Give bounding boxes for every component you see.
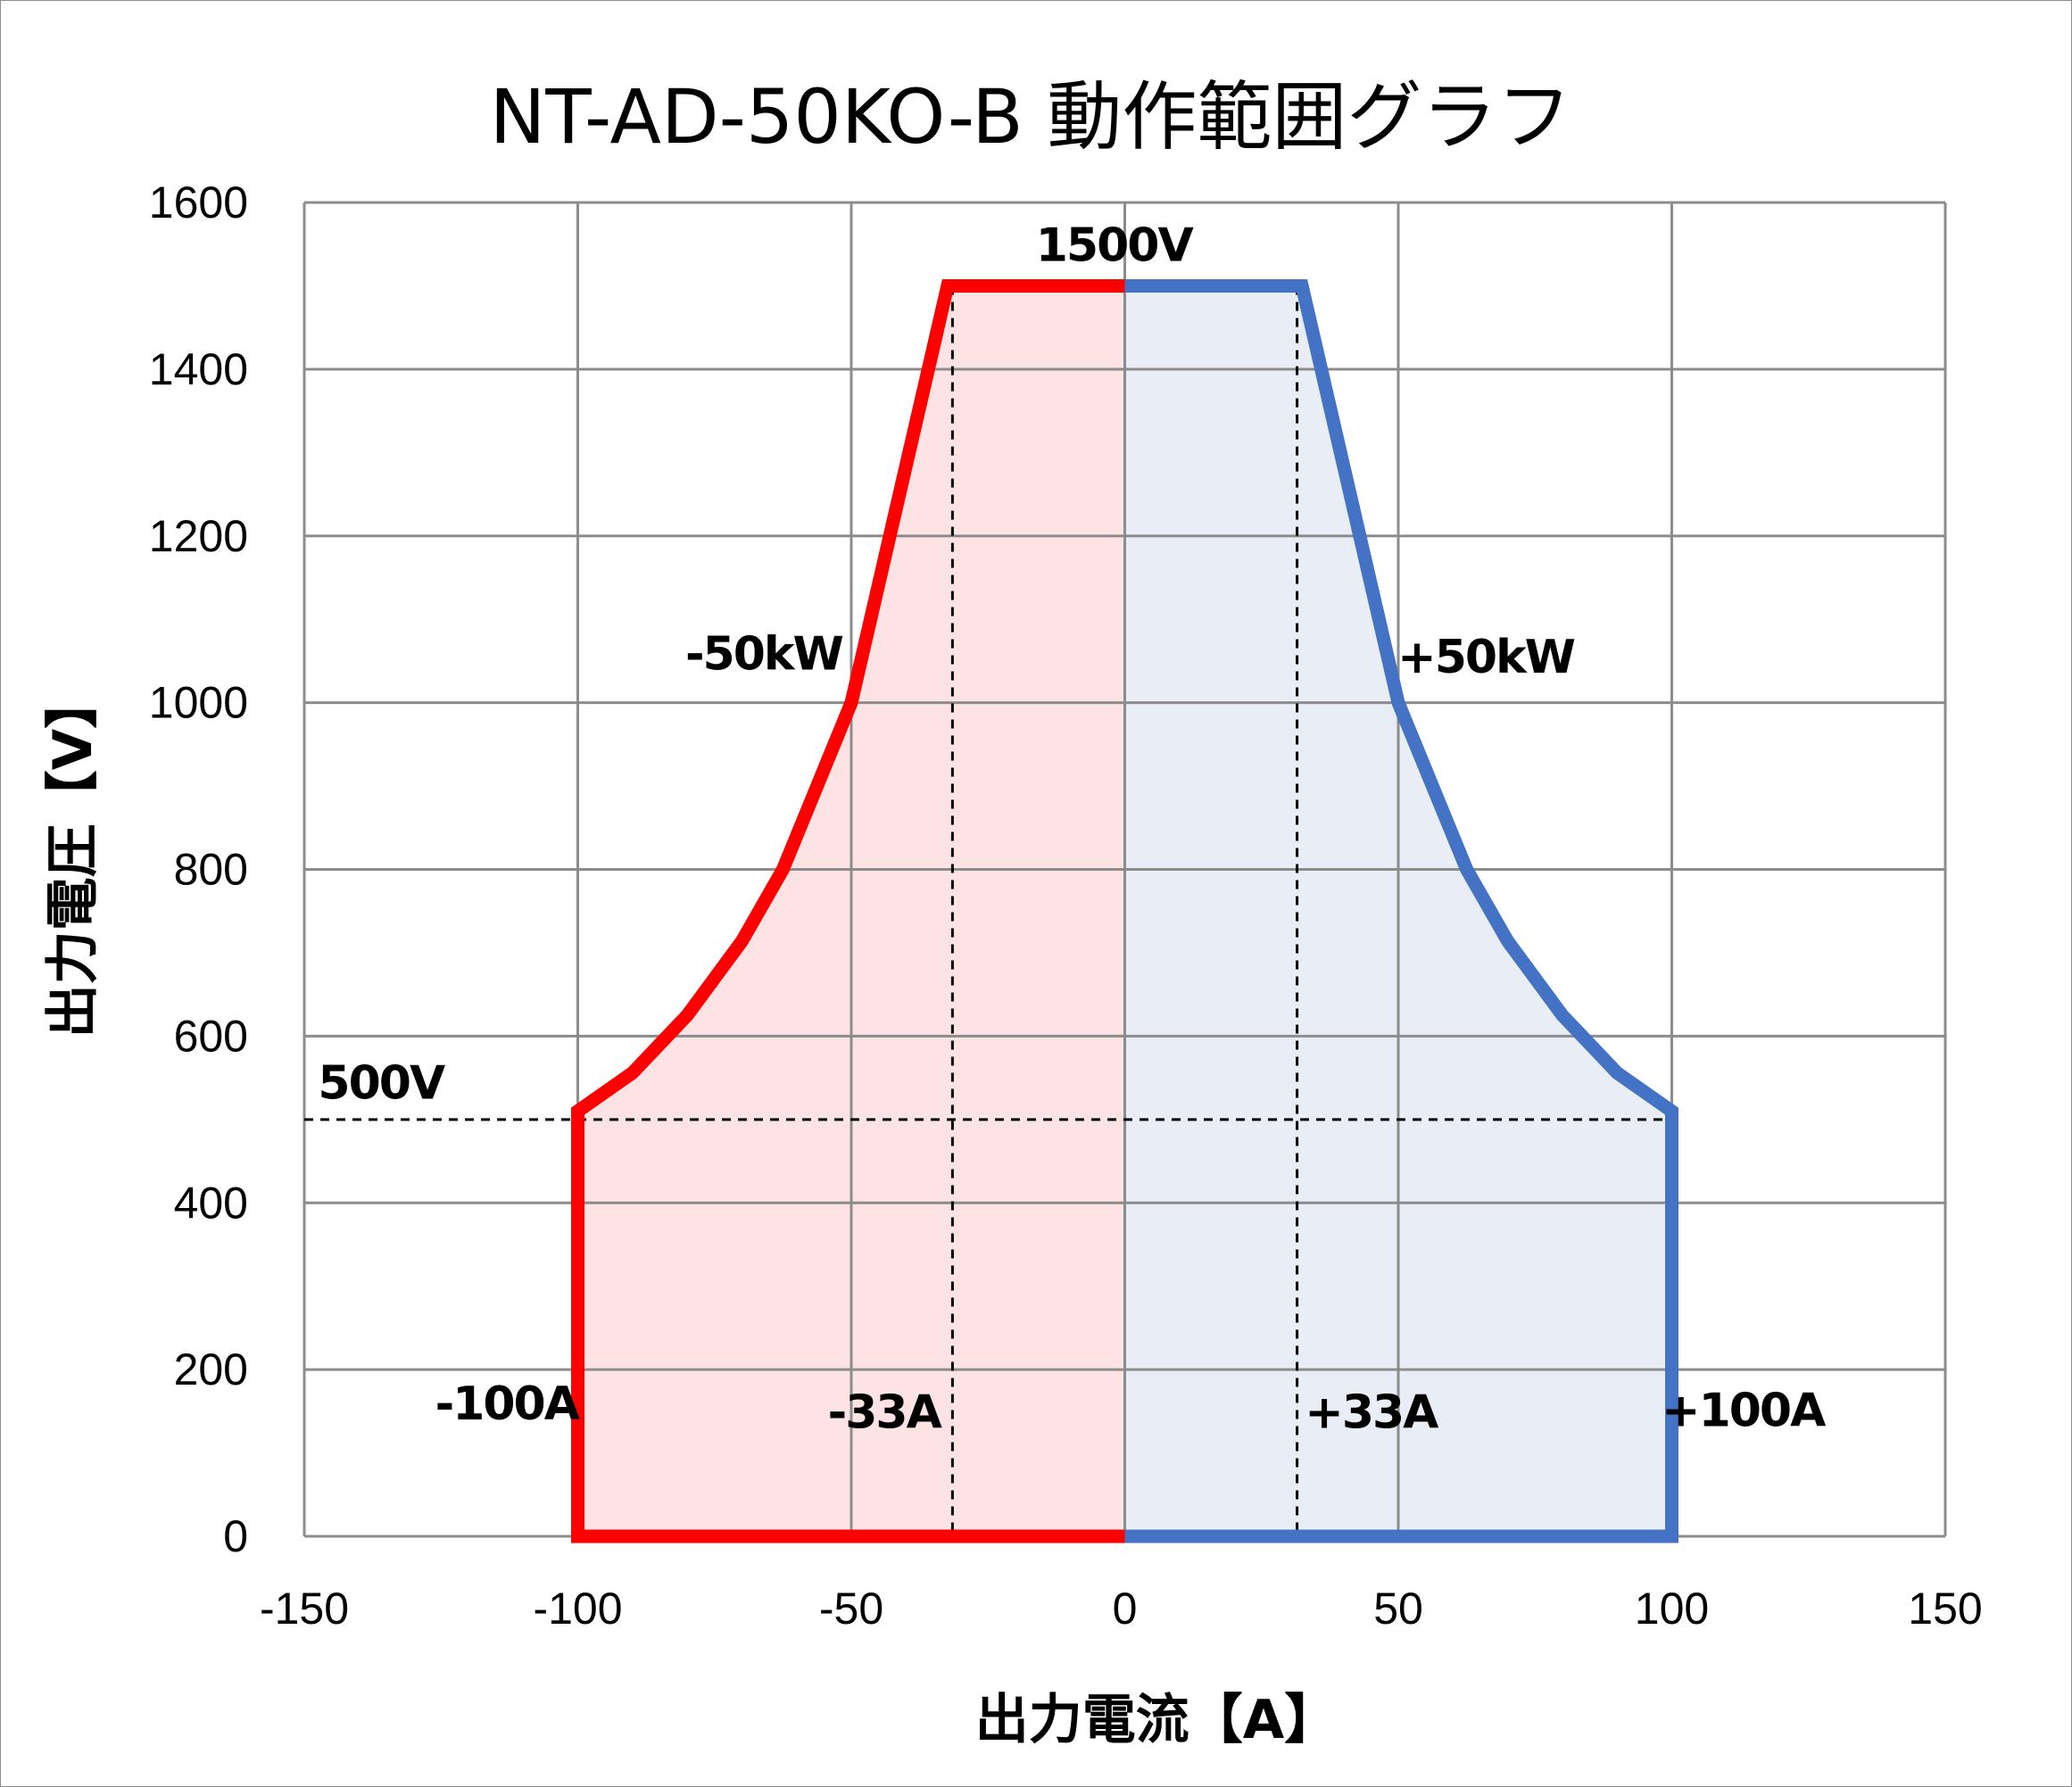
x-tick-label: 50 bbox=[1373, 1584, 1423, 1634]
y-axis-title: 出力電圧【V】 bbox=[42, 675, 104, 1038]
annotation-label: -50kW bbox=[685, 627, 843, 681]
annotation-label: -33A bbox=[828, 1386, 942, 1440]
series-line-0 bbox=[571, 278, 1125, 1543]
y-tick-label: 200 bbox=[174, 1344, 248, 1394]
x-tick-label: -50 bbox=[819, 1584, 883, 1634]
annotation-label: -100A bbox=[435, 1377, 580, 1431]
x-tick-label: 150 bbox=[1908, 1584, 1982, 1634]
y-tick-label: 1000 bbox=[149, 678, 248, 728]
y-tick-label: 600 bbox=[174, 1011, 248, 1061]
y-tick-label: 400 bbox=[174, 1178, 248, 1228]
y-tick-label: 1200 bbox=[149, 511, 248, 561]
annotation-label: 1500V bbox=[1036, 219, 1194, 272]
annotation-label: +50kW bbox=[1397, 631, 1575, 684]
x-tick-label: 0 bbox=[1113, 1584, 1138, 1634]
x-axis-title: 出力電流【A】 bbox=[975, 1689, 1338, 1751]
annotation-label: 500V bbox=[318, 1056, 445, 1110]
x-tick-label: -100 bbox=[533, 1584, 622, 1634]
annotation-label: +100A bbox=[1662, 1385, 1826, 1438]
series-line-1 bbox=[1124, 278, 1678, 1543]
y-tick-label: 1400 bbox=[149, 344, 248, 394]
x-tick-label: -150 bbox=[260, 1584, 349, 1634]
chart-title: NT-AD-50KO-B 動作範囲グラフ bbox=[490, 73, 1572, 161]
y-tick-label: 0 bbox=[223, 1511, 248, 1561]
annotation-label: +33A bbox=[1305, 1386, 1438, 1440]
y-tick-label: 1600 bbox=[149, 178, 248, 228]
y-tick-label: 800 bbox=[174, 845, 248, 895]
x-tick-label: 100 bbox=[1635, 1584, 1709, 1634]
